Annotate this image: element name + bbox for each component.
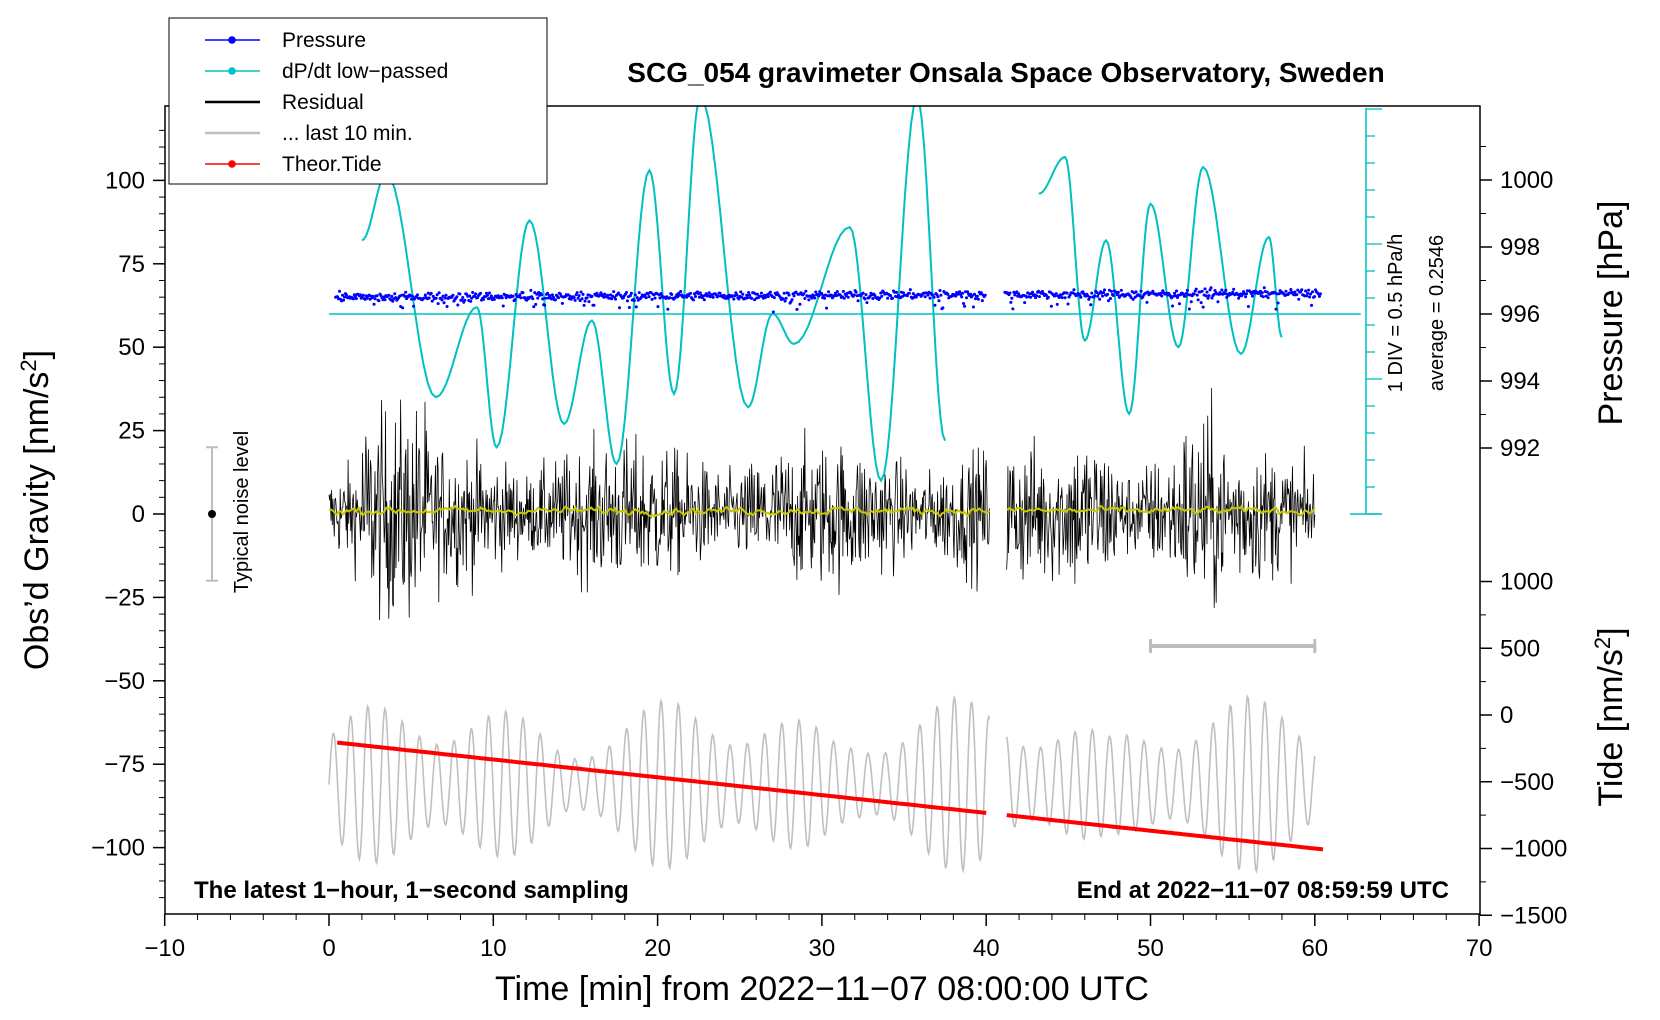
legend-label: dP/dt low−passed: [282, 60, 448, 83]
legend-swatch-marker: [228, 160, 236, 168]
tide-tick-label: 0: [1500, 702, 1513, 729]
dpdt-series-1: [361, 106, 947, 483]
x-tick-label: 30: [809, 935, 836, 962]
residual-smoothed-series-2: [1006, 504, 1316, 517]
gravity-tick-label: 50: [118, 334, 145, 361]
y-axis-label-pressure: Pressure [hPa]: [1592, 201, 1630, 426]
noise-level-dot: [208, 510, 216, 518]
scale-text-average: average = 0.2546: [1426, 235, 1448, 391]
tide-tick-label: 500: [1500, 635, 1540, 662]
legend: Pressure dP/dt low−passed Residual ... last…: [168, 17, 548, 185]
pressure-tick-label: 996: [1500, 301, 1540, 328]
residual-series-1: [328, 399, 990, 621]
chart-title: SCG_054 gravimeter Onsala Space Observat…: [627, 57, 1384, 88]
dpdt-series-2: [1038, 155, 1283, 416]
pressure-series: [334, 286, 1322, 314]
legend-swatch-marker: [228, 67, 236, 75]
theoretical-tide-series-2: [1006, 813, 1324, 852]
x-axis-label: Time [min] from 2022−11−07 08:00:00 UTC: [495, 970, 1149, 1008]
legend-label: Pressure: [282, 29, 366, 52]
residual-series-2: [1006, 388, 1316, 608]
legend-label: ... last 10 min.: [282, 122, 413, 145]
gravity-tick-label: −100: [91, 835, 145, 862]
legend-label: Theor.Tide: [282, 153, 382, 176]
pressure-tick-label: 1000: [1500, 167, 1553, 194]
scale-text-div: 1 DIV = 0.5 hPa/h: [1385, 234, 1407, 392]
x-tick-label: 0: [322, 935, 335, 962]
gravity-tick-label: 0: [132, 501, 145, 528]
x-tick-label: −10: [144, 935, 185, 962]
tide-tick-label: −1500: [1500, 902, 1567, 929]
legend-label: Residual: [282, 91, 364, 114]
theoretical-tide-series-1: [337, 740, 987, 815]
tide-tick-label: −500: [1500, 769, 1554, 796]
last-10-min-series-2: [1005, 694, 1316, 875]
pressure-tick-label: 994: [1500, 368, 1540, 395]
series-layer: [206, 106, 1382, 875]
gravity-tick-label: −75: [104, 751, 145, 778]
x-tick-label: 60: [1301, 935, 1328, 962]
axes-layer: −10 0 10 20 30 40 50 60 701007550250−25−50−75−10…: [91, 129, 1567, 962]
note-right: End at 2022−11−07 08:59:59 UTC: [1077, 877, 1449, 904]
legend-swatch-marker: [228, 36, 236, 44]
gravity-tick-label: 75: [118, 251, 145, 278]
gravity-tick-label: −50: [104, 668, 145, 695]
pressure-tick-label: 992: [1500, 435, 1540, 462]
y-axis-label-gravity: Obs’d Gravity [nm/s2]: [16, 350, 56, 670]
note-left: The latest 1−hour, 1−second sampling: [194, 877, 629, 904]
last-10-min-series-1: [328, 694, 991, 874]
tide-tick-label: −1000: [1500, 836, 1567, 863]
residual-smoothed-series-1: [328, 504, 991, 519]
gravity-tick-label: 25: [118, 418, 145, 445]
noise-level-label: Typical noise level: [231, 431, 253, 593]
x-tick-label: 20: [644, 935, 671, 962]
y-axis-label-tide: Tide [nm/s2]: [1590, 627, 1630, 806]
x-tick-label: 70: [1466, 935, 1493, 962]
x-tick-label: 50: [1137, 935, 1164, 962]
x-tick-label: 10: [480, 935, 507, 962]
gravity-tick-label: 100: [105, 167, 145, 194]
pressure-tick-label: 998: [1500, 234, 1540, 261]
tide-tick-label: 1000: [1500, 569, 1553, 596]
plot-area: [328, 106, 1361, 875]
gravity-tick-label: −25: [104, 584, 145, 611]
x-tick-label: 40: [973, 935, 1000, 962]
